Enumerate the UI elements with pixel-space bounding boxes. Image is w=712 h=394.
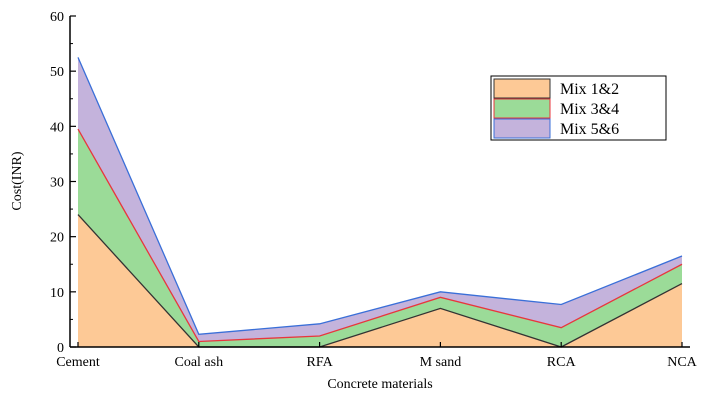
- y-tick-label: 20: [50, 231, 64, 246]
- x-tick-label: M sand: [420, 355, 462, 370]
- x-tick-label: RFA: [306, 355, 333, 370]
- x-tick-label: NCA: [667, 355, 697, 370]
- y-tick-label: 30: [50, 176, 64, 191]
- y-tick-label: 50: [50, 65, 64, 80]
- legend-swatch: [493, 98, 551, 119]
- y-tick-label: 40: [50, 120, 64, 135]
- y-tick-label: 60: [50, 10, 64, 25]
- series-lines: [77, 57, 683, 348]
- x-tick-label: Coal ash: [174, 355, 223, 370]
- y-axis-title: Cost(INR): [10, 151, 25, 210]
- y-tick-label: 10: [50, 286, 64, 301]
- x-ticks: Cement Coal ash RFA M sand RCA NCA: [56, 342, 698, 370]
- legend-label: Mix 5&6: [560, 121, 619, 138]
- legend-swatch: [493, 78, 551, 99]
- y-tick-label: 0: [57, 341, 64, 356]
- area-layers: [78, 57, 682, 347]
- legend-label: Mix 1&2: [560, 81, 619, 98]
- legend: Mix 1&2 Mix 3&4 Mix 5&6: [490, 75, 667, 141]
- x-axis-title: Concrete materials: [327, 377, 432, 392]
- x-tick-label: RCA: [547, 355, 577, 370]
- x-tick-label: Cement: [56, 355, 100, 370]
- y-ticks: 0 10 20 30 40 50 60: [50, 10, 76, 356]
- legend-label: Mix 3&4: [560, 101, 619, 118]
- line-mix-3-4: [77, 128, 683, 343]
- legend-swatch: [493, 118, 551, 139]
- area-mix-1-2: [78, 214, 682, 347]
- line-mix-5-6: [77, 57, 683, 335]
- line-mix-1-2: [77, 214, 683, 348]
